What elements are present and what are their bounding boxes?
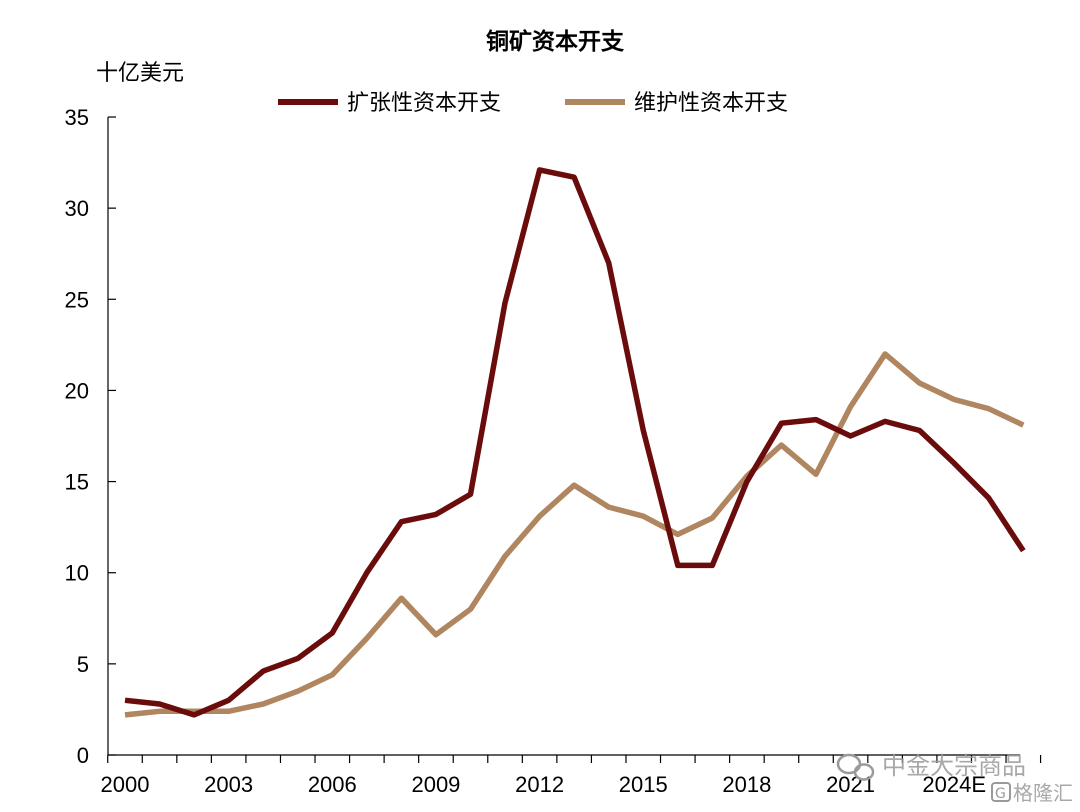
legend-label-1: 维护性资本开支 [634, 91, 788, 116]
gelonghui-logo-icon: G [991, 782, 1011, 802]
x-tick-label: 2009 [411, 772, 460, 797]
series-layer [124, 167, 1026, 718]
y-tick-label: 0 [77, 743, 89, 768]
x-tick-label: 2018 [722, 772, 771, 797]
axes: 0 5 10 15 20 25 30 35 2000 2003 2006 2009 2012 2015 20… [65, 105, 1042, 797]
y-tick-label: 25 [65, 287, 89, 312]
watermark: 中金大宗商品 G 格隆汇 [836, 752, 1073, 805]
series-line-0 [124, 167, 1026, 718]
y-tick-label: 30 [65, 196, 89, 221]
x-tick-label: 2000 [101, 772, 150, 797]
y-tick-label: 5 [77, 652, 89, 677]
x-tick-label: 2003 [204, 772, 253, 797]
x-tick-label: 2012 [515, 772, 564, 797]
legend-label-0: 扩张性资本开支 [347, 91, 501, 116]
y-tick-label: 10 [65, 561, 89, 586]
x-tick-label: 2006 [308, 772, 357, 797]
legend: 扩张性资本开支 维护性资本开支 [278, 91, 788, 116]
x-tick-label: 2021 [826, 772, 875, 797]
y-tick-label: 15 [65, 470, 89, 495]
svg-text:G: G [995, 786, 1006, 802]
watermark-text: 中金大宗商品 [882, 752, 1026, 780]
watermark-brand: 格隆汇 [1013, 781, 1073, 805]
wechat-icon [836, 753, 875, 781]
chart-title: 铜矿资本开支 [486, 28, 625, 55]
y-axis-unit-label: 十亿美元 [96, 61, 184, 86]
x-tick-label: 2015 [619, 772, 668, 797]
y-tick-label: 35 [65, 105, 89, 130]
y-tick-label: 20 [65, 378, 89, 403]
x-tick-label: 2024E [922, 772, 986, 797]
series-line-1 [124, 351, 1025, 718]
